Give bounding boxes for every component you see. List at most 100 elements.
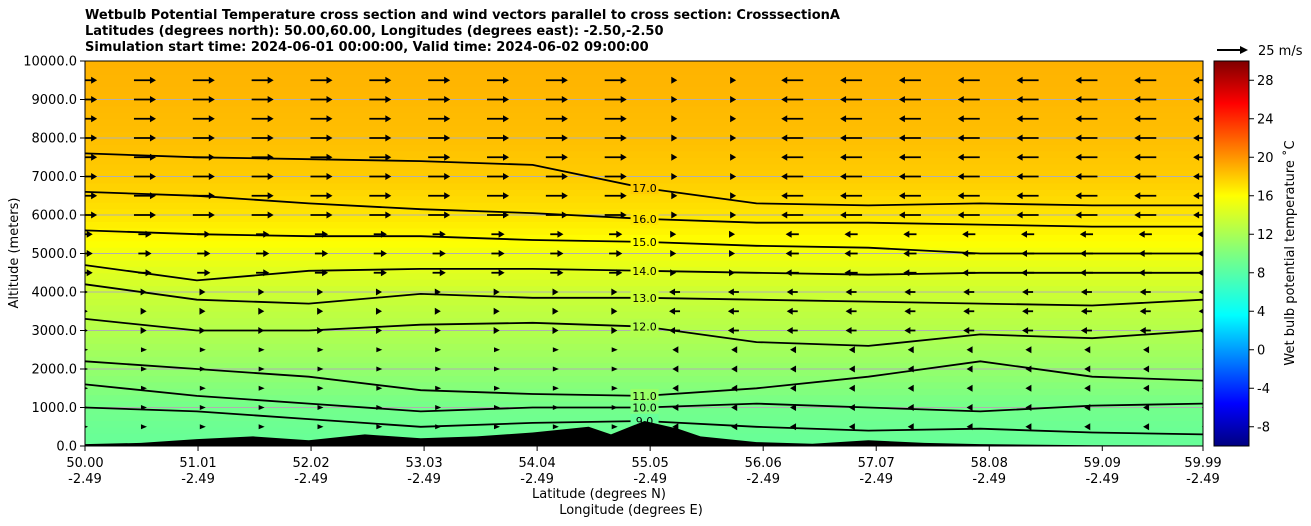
field-band (85, 112, 1203, 120)
wind-vector-head (966, 423, 973, 431)
field-band (85, 279, 1203, 287)
contour-label-bg (630, 181, 659, 195)
x-tick-label-lon: -2.49 (68, 472, 102, 487)
colorbar (1213, 60, 1250, 447)
wind-vector-head (86, 250, 93, 257)
wind-vector-head (845, 307, 852, 315)
x-tick-label-lon: -2.49 (859, 472, 893, 487)
wind-vector-head (317, 347, 324, 353)
contour-label-bg (630, 319, 659, 333)
x-tick-label-lat: 59.09 (1084, 456, 1121, 471)
wind-vector-head (730, 192, 737, 200)
wind-vector-head (620, 96, 627, 103)
wind-vector-head (1016, 211, 1023, 219)
wind-vector-head (786, 307, 793, 315)
wind-vector-head (376, 366, 383, 372)
wind-vector-head (1025, 365, 1032, 373)
wind-vector-head (498, 230, 505, 238)
x-tick-label-lat: 54.04 (519, 456, 556, 471)
wind-vector-head (904, 307, 911, 315)
wind-vector-head (149, 173, 156, 180)
wind-vector-head (671, 211, 678, 219)
x-tick-label-lon: -2.49 (520, 472, 554, 487)
wind-vector-head (1193, 192, 1200, 200)
field-band (85, 311, 1203, 319)
wind-vector-head (844, 250, 851, 257)
wind-vector-head (962, 269, 969, 277)
x-tick-label-lat: 51.01 (179, 456, 216, 471)
wind-vector-head (962, 250, 969, 257)
wind-vector-head (439, 230, 446, 238)
wind-vector-head (1139, 288, 1146, 296)
wind-vector-head (611, 405, 618, 410)
wind-vector-head (785, 250, 792, 257)
chart-title-line-1: Wetbulb Potential Temperature cross sect… (85, 8, 840, 23)
wind-vector-head (140, 424, 147, 430)
wind-vector-head (317, 385, 324, 391)
wind-vector-head (561, 153, 568, 161)
wind-vector-head (385, 96, 392, 103)
wind-vector-head (375, 327, 382, 334)
field-band (85, 86, 1203, 94)
wind-vector-head (957, 153, 964, 161)
wind-vector-head (963, 307, 970, 315)
colorbar-tick-label: -4 (1257, 382, 1270, 397)
wind-vector-head (731, 423, 738, 431)
wind-vector-head (840, 115, 847, 123)
wind-vector-head (85, 328, 88, 333)
wind-vector-head (731, 365, 738, 373)
wind-vector-head (731, 346, 738, 354)
wind-vector-head (611, 307, 618, 315)
wind-vector-head (671, 96, 678, 103)
wind-vector-head (503, 173, 510, 180)
wind-vector-head (1016, 76, 1023, 84)
wind-vector-head (140, 405, 147, 410)
wind-vector-head (85, 367, 89, 371)
wind-vector-head (434, 327, 441, 334)
wind-vector-head (785, 269, 792, 277)
wind-vector-head (91, 134, 98, 142)
wind-vector-head (898, 153, 905, 161)
wind-vector-head (620, 192, 627, 200)
field-band (85, 118, 1203, 126)
wind-vector-head (1193, 173, 1200, 180)
wind-vector-head (322, 250, 329, 257)
field-band (85, 125, 1203, 133)
wind-vector-head (669, 327, 676, 334)
wind-vector-head (263, 230, 270, 238)
contour-label-13.0: 13.0 (632, 292, 657, 305)
wind-vector-head (376, 405, 383, 410)
wind-vector-head (258, 424, 265, 430)
wind-vector-head (903, 230, 910, 238)
wind-vector-head (317, 307, 324, 315)
wind-vector-head (561, 76, 568, 84)
contour-lines: 17.016.015.014.013.012.011.010.09.0 (85, 152, 1203, 436)
wind-vector-head (494, 347, 501, 353)
wind-vector-head (258, 307, 265, 315)
colorbar-ticks: -8 -4 0 4 8 12 16 20 24 28 (1249, 74, 1274, 435)
wind-vector-head (140, 385, 147, 391)
wind-vector-head (1022, 327, 1029, 334)
wind-vector-head (730, 134, 737, 142)
y-tick-label: 0.0 (56, 440, 77, 455)
wind-vector-head (267, 211, 274, 219)
wind-vector-head (957, 134, 964, 142)
field-band (85, 375, 1203, 383)
wind-vector-head (85, 406, 89, 409)
wind-vector-head (1143, 423, 1150, 431)
wind-vector-head (258, 366, 265, 372)
wind-vector-head (957, 173, 964, 180)
wind-vector-head (730, 173, 737, 180)
wind-vector-head (444, 76, 451, 84)
wind-vector-head (1016, 96, 1023, 103)
wind-vector-head (1020, 230, 1027, 238)
wind-vector-head (149, 192, 156, 200)
contour-label-10.0: 10.0 (632, 402, 657, 415)
colorbar-label: Wet bulb potential temperature ˚C (1282, 140, 1298, 365)
contour-label-bg (630, 263, 659, 277)
wind-vector-head (503, 76, 510, 84)
wind-vector-head (1134, 211, 1141, 219)
wind-vector-head (907, 384, 914, 392)
wind-vector-head (730, 96, 737, 103)
